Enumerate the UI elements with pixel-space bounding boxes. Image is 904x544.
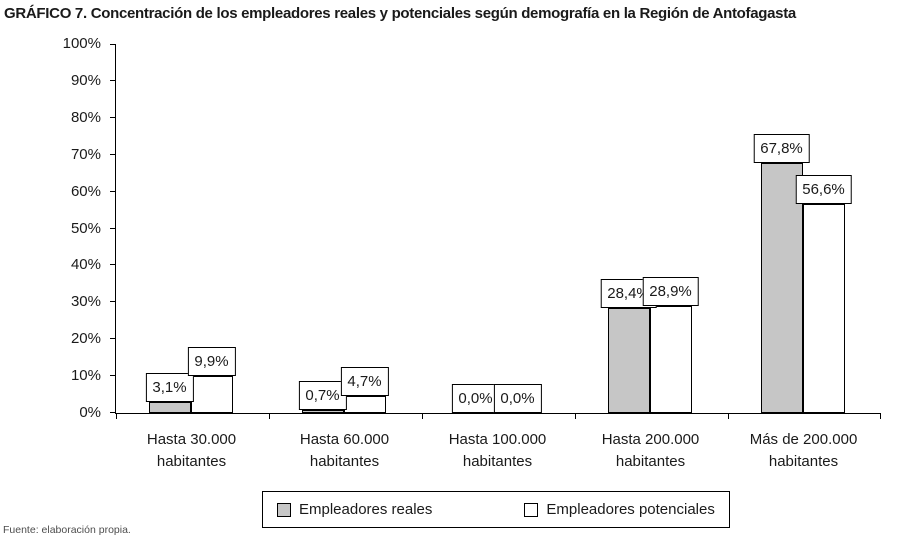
x-tick-mark [269, 413, 270, 419]
x-tick-mark [116, 413, 117, 419]
y-tick-mark [110, 301, 116, 303]
y-tick-label: 80% [70, 108, 101, 126]
value-label: 67,8% [753, 133, 810, 163]
bar-empleadores-potenciales [802, 204, 845, 413]
value-label: 0,7% [298, 381, 347, 411]
x-category-label: Hasta 30.000 habitantes [146, 431, 237, 470]
x-tick-mark [575, 413, 576, 419]
x-category-label: Más de 200.000 habitantes [749, 431, 858, 470]
bar-empleadores-reales [607, 308, 650, 413]
value-label: 4,7% [340, 366, 389, 396]
legend-swatch-empleadores-reales [277, 502, 291, 517]
legend: Empleadores reales Empleadores potenciale… [262, 491, 730, 528]
legend-swatch-empleadores-potenciales [524, 502, 539, 517]
value-label: 28,4% [600, 279, 657, 309]
x-axis: Hasta 30.000 habitantes Hasta 60.000 habi… [115, 429, 880, 473]
y-tick-label: 60% [70, 182, 101, 200]
bar-empleadores-reales [301, 410, 344, 413]
y-tick-mark [110, 412, 116, 413]
legend-item-empleadores-reales: Empleadores reales [277, 501, 432, 518]
y-tick-label: 100% [62, 35, 101, 52]
y-tick-mark [110, 375, 116, 377]
bar-empleadores-potenciales [190, 376, 233, 413]
source-note: Fuente: elaboración propia. [3, 524, 131, 536]
x-category-label: Hasta 100.000 habitantes [448, 431, 547, 470]
y-tick-label: 70% [70, 145, 101, 163]
y-tick-label: 50% [70, 219, 101, 237]
y-tick-mark [110, 79, 116, 81]
y-axis: 0% 10% 20% 30% 40% 50% 60% 70% 80% 90% 100% [0, 35, 108, 421]
y-tick-label: 0% [79, 404, 101, 421]
x-tick-mark [728, 413, 729, 419]
legend-item-empleadores-potenciales: Empleadores potenciales [524, 501, 715, 518]
y-tick-label: 90% [70, 71, 101, 89]
value-label: 0,0% [493, 384, 542, 413]
bar-empleadores-reales [148, 401, 191, 413]
chart-title: GRÁFICO 7. Concentración de los empleado… [4, 5, 796, 22]
y-tick-mark [110, 153, 116, 155]
y-tick-mark [110, 227, 116, 229]
y-tick-label: 40% [70, 256, 101, 274]
y-tick-label: 10% [70, 367, 101, 385]
bar-empleadores-potenciales [649, 306, 692, 413]
value-label: 3,1% [145, 372, 194, 402]
bar-empleadores-potenciales [343, 395, 386, 413]
x-tick-mark [880, 413, 881, 419]
y-tick-mark [110, 264, 116, 266]
value-label: 56,6% [795, 175, 852, 205]
x-category-label: Hasta 60.000 habitantes [299, 431, 390, 470]
x-category-label: Hasta 200.000 habitantes [601, 431, 700, 470]
legend-label: Empleadores potenciales [546, 501, 715, 518]
legend-label: Empleadores reales [299, 501, 433, 518]
y-tick-mark [110, 338, 116, 340]
x-tick-mark [422, 413, 423, 419]
y-tick-mark [110, 44, 116, 45]
value-label: 28,9% [642, 277, 699, 307]
value-label: 9,9% [187, 347, 236, 377]
bar-empleadores-reales [760, 162, 803, 413]
y-tick-mark [110, 190, 116, 192]
plot-area: 3,1% 9,9% 0,7% 4,7% 0,0% 0,0% 28,4% 28,9% 67,8% 5… [110, 44, 881, 419]
y-tick-mark [110, 116, 116, 118]
y-tick-label: 20% [70, 330, 101, 348]
value-label: 0,0% [451, 384, 500, 413]
y-tick-label: 30% [70, 293, 101, 311]
